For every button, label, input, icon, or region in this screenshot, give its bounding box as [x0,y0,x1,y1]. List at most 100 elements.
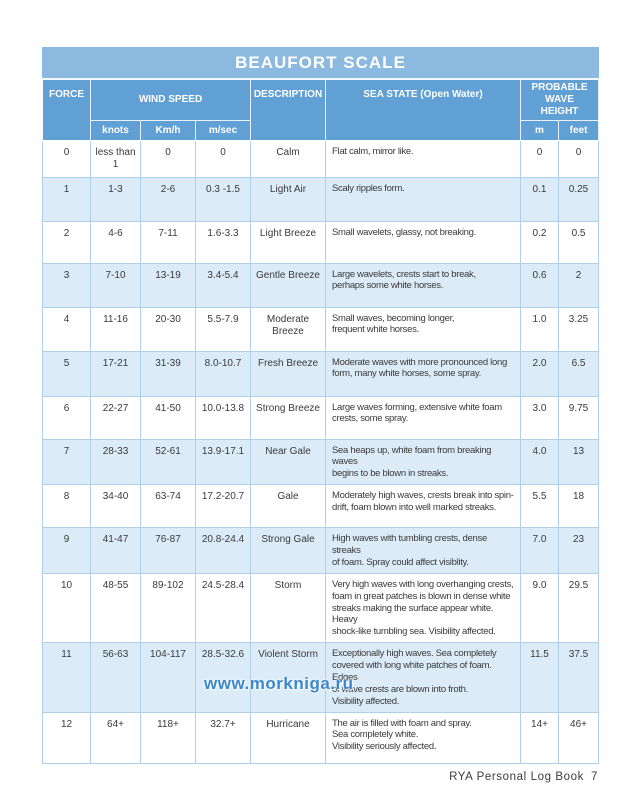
sea-state-cell: Sea heaps up, white foam from breaking w… [325,438,521,486]
knots-cell: 1-3 [90,176,141,222]
wave-height-m-cell: 9.0 [520,572,559,644]
description-cell: Light Air [250,176,326,222]
wave-height-m-cell: 4.0 [520,438,559,486]
sea-state-cell: Very high waves with long overhanging cr… [325,572,521,644]
wave-height-m-cell: 0.1 [520,176,559,222]
msec-cell: 24.5-28.4 [195,572,251,644]
wave-height-feet-cell: 6.5 [557,350,600,397]
sea-state-cell: The air is filled with foam and spray. S… [325,711,521,764]
knots-cell: less than 1 [90,139,141,178]
knots-cell: 48-55 [90,572,141,644]
force-cell: 9 [42,527,91,574]
msec-cell: 17.2-20.7 [195,484,251,529]
footer-page-number: 7 [591,771,598,783]
msec-cell: 8.0-10.7 [195,350,251,397]
subcolumn-header-kmh: Km/h [140,119,196,141]
knots-cell: 17-21 [90,350,141,397]
description-cell: Fresh Breeze [250,350,326,397]
knots-cell: 64+ [90,711,141,764]
table-row: 6 22-27 41-50 10.0-13.8 Strong Breeze Large w… [42,395,600,440]
knots-cell: 34-40 [90,484,141,529]
msec-cell: 20.8-24.4 [195,527,251,574]
sea-state-cell: Large waves forming, extensive white foa… [325,395,521,440]
table-row: 7 28-33 52-61 13.9-17.1 Near Gale Sea heaps u… [42,438,600,486]
knots-cell: 11-16 [90,306,141,352]
msec-cell: 0 [195,139,251,178]
sea-state-cell: Exceptionally high waves. Sea completely… [325,642,521,713]
table-row: 8 34-40 63-74 17.2-20.7 Gale Moderately high … [42,484,600,529]
table-row: 3 7-10 13-19 3.4-5.4 Gentle Breeze Large wave… [42,262,600,308]
force-cell: 0 [42,139,91,178]
force-cell: 8 [42,484,91,529]
table-row: 11 56-63 104-117 28.5-32.6 Violent Storm Exce… [42,642,600,713]
wave-height-m-cell: 1.0 [520,306,559,352]
column-header-description: DESCRIPTION [250,78,326,141]
sea-state-cell: High waves with tumbling crests, dense s… [325,527,521,574]
sea-state-cell: Flat calm, mirror like. [325,139,521,178]
subcolumn-header-knots: knots [90,119,141,141]
description-cell: Hurricane [250,711,326,764]
description-cell: Calm [250,139,326,178]
kmh-cell: 13-19 [140,262,196,308]
wave-height-m-cell: 2.0 [520,350,559,397]
knots-cell: 41-47 [90,527,141,574]
table-row: 0 less than 1 0 0 Calm Flat calm, mirror like… [42,139,600,178]
force-cell: 5 [42,350,91,397]
beaufort-table-body: 0 less than 1 0 0 Calm Flat calm, mirror like… [42,139,600,764]
kmh-cell: 89-102 [140,572,196,644]
kmh-cell: 7-11 [140,220,196,264]
sea-state-cell: Moderately high waves, crests break into… [325,484,521,529]
wave-height-feet-cell: 46+ [557,711,600,764]
msec-cell: 28.5-32.6 [195,642,251,713]
description-cell: Gentle Breeze [250,262,326,308]
force-cell: 2 [42,220,91,264]
beaufort-scale-page: BEAUFORT SCALE FORCE WIND SPEED DESCRIPT… [41,47,600,764]
kmh-cell: 76-87 [140,527,196,574]
column-header-force: FORCE [42,78,91,141]
knots-cell: 4-6 [90,220,141,264]
wave-height-feet-cell: 0.5 [557,220,600,264]
force-cell: 11 [42,642,91,713]
table-row: 2 4-6 7-11 1.6-3.3 Light Breeze Small wavelet… [42,220,600,264]
wave-height-m-cell: 11.5 [520,642,559,713]
wave-height-feet-cell: 18 [557,484,600,529]
table-row: 4 11-16 20-30 5.5-7.9 Moderate Breeze Small w… [42,306,600,352]
knots-cell: 7-10 [90,262,141,308]
msec-cell: 10.0-13.8 [195,395,251,440]
column-header-wave-height: PROBABLE WAVE HEIGHT [519,78,600,121]
wave-height-feet-cell: 2 [557,262,600,308]
knots-cell: 28-33 [90,438,141,486]
wave-height-m-cell: 7.0 [520,527,559,574]
subcolumn-header-msec: m/sec [195,119,251,141]
wave-height-m-cell: 14+ [520,711,559,764]
table-title: BEAUFORT SCALE [41,47,600,80]
wave-height-feet-cell: 37.5 [557,642,600,713]
subcolumn-header-feet: feet [557,119,600,141]
force-cell: 12 [42,711,91,764]
description-cell: Near Gale [250,438,326,486]
kmh-cell: 0 [140,139,196,178]
column-header-wind-speed: WIND SPEED [90,78,251,121]
knots-cell: 56-63 [90,642,141,713]
description-cell: Violent Storm [250,642,326,713]
kmh-cell: 104-117 [140,642,196,713]
wave-height-feet-cell: 0.25 [557,176,600,222]
force-cell: 10 [42,572,91,644]
subcolumn-header-m: m [520,119,559,141]
msec-cell: 5.5-7.9 [195,306,251,352]
wave-height-feet-cell: 23 [557,527,600,574]
table-row: 1 1-3 2-6 0.3 -1.5 Light Air Scaly ripples fo… [42,176,600,222]
wave-height-feet-cell: 3.25 [557,306,600,352]
knots-cell: 22-27 [90,395,141,440]
wave-height-m-cell: 3.0 [520,395,559,440]
kmh-cell: 118+ [140,711,196,764]
wave-height-feet-cell: 29.5 [557,572,600,644]
footer-book-title: RYA Personal Log Book [449,771,584,783]
kmh-cell: 63-74 [140,484,196,529]
description-cell: Strong Gale [250,527,326,574]
kmh-cell: 2-6 [140,176,196,222]
kmh-cell: 41-50 [140,395,196,440]
msec-cell: 32.7+ [195,711,251,764]
description-cell: Moderate Breeze [250,306,326,352]
table-row: 10 48-55 89-102 24.5-28.4 Storm Very high wav… [42,572,600,644]
